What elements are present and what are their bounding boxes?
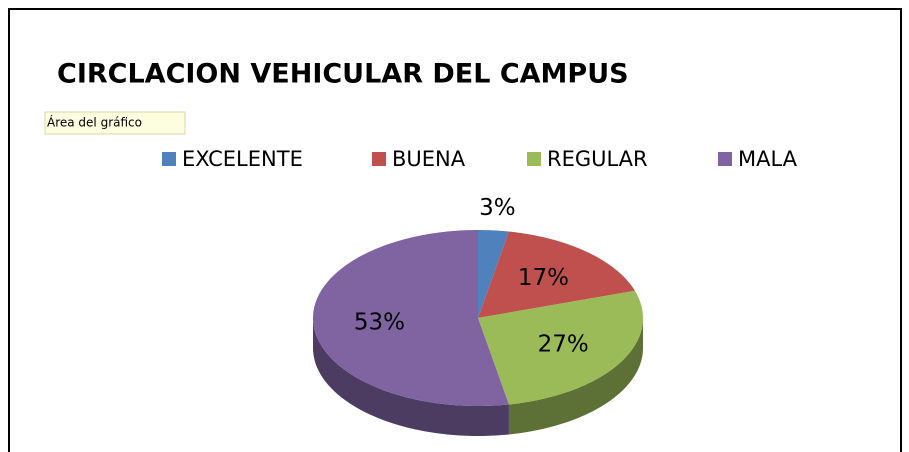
slice (313, 230, 509, 406)
legend-label: REGULAR (547, 147, 648, 171)
legend-label: BUENA (392, 147, 466, 171)
chart-title: CIRCLACION VEHICULAR DEL CAMPUS (57, 59, 629, 90)
data-label: 17% (518, 265, 569, 291)
slice (478, 230, 509, 318)
tooltip-text: Área del gráfico (47, 115, 142, 130)
slice-side (508, 318, 643, 435)
legend-label: EXCELENTE (182, 147, 303, 171)
data-label: 3% (479, 195, 516, 221)
slice-side (313, 318, 509, 436)
legend-swatch (162, 152, 176, 166)
legend-swatch (372, 152, 386, 166)
legend-swatch (527, 152, 541, 166)
slice (478, 231, 635, 318)
legend-swatch (718, 152, 732, 166)
tooltip-box (44, 111, 186, 135)
slice (478, 290, 643, 405)
data-label: 53% (354, 309, 405, 335)
data-label: 27% (538, 331, 589, 357)
legend-label: MALA (738, 147, 798, 171)
